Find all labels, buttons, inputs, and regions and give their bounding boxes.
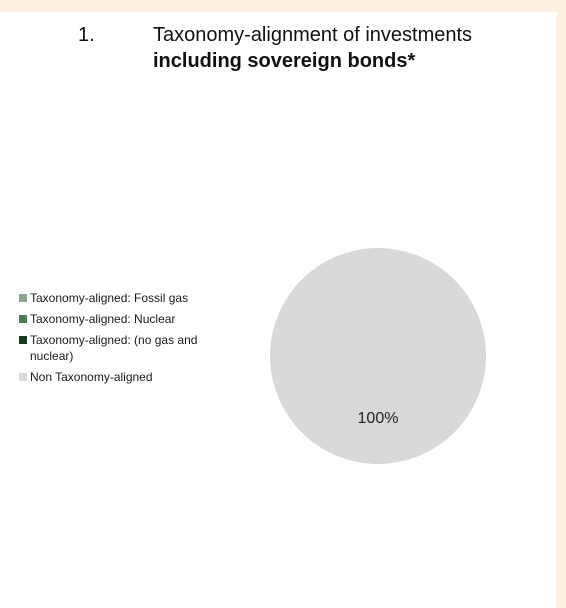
chart-title-number: 1. [78,24,95,46]
legend-item: Non Taxonomy-aligned [19,369,219,385]
pie-chart-container: 100% [262,240,494,472]
legend-swatch [19,373,27,381]
legend-item: Taxonomy-aligned: Fossil gas [19,290,219,306]
legend-swatch [19,315,27,323]
chart-legend: Taxonomy-aligned: Fossil gas Taxonomy-ali… [19,290,219,390]
legend-item: Taxonomy-aligned: (no gas and nuclear) [19,332,219,364]
chart-title-main: Taxonomy-alignment of investments [153,24,473,46]
pie-slice [270,248,486,464]
chart-subtitle: including sovereign bonds* [153,50,416,72]
legend-label: Taxonomy-aligned: (no gas and nuclear) [30,333,198,363]
chart-panel: 1. Taxonomy-alignment of investments inc… [0,12,556,608]
legend-item: Taxonomy-aligned: Nuclear [19,311,219,327]
legend-label: Non Taxonomy-aligned [30,370,153,384]
pie-data-label: 100% [358,410,399,427]
chart-title-line: 1. Taxonomy-alignment of investments [0,22,556,48]
legend-swatch [19,336,27,344]
pie-chart: 100% [270,248,486,464]
legend-label: Taxonomy-aligned: Nuclear [30,312,176,326]
legend-label: Taxonomy-aligned: Fossil gas [30,291,189,305]
legend-swatch [19,294,27,302]
